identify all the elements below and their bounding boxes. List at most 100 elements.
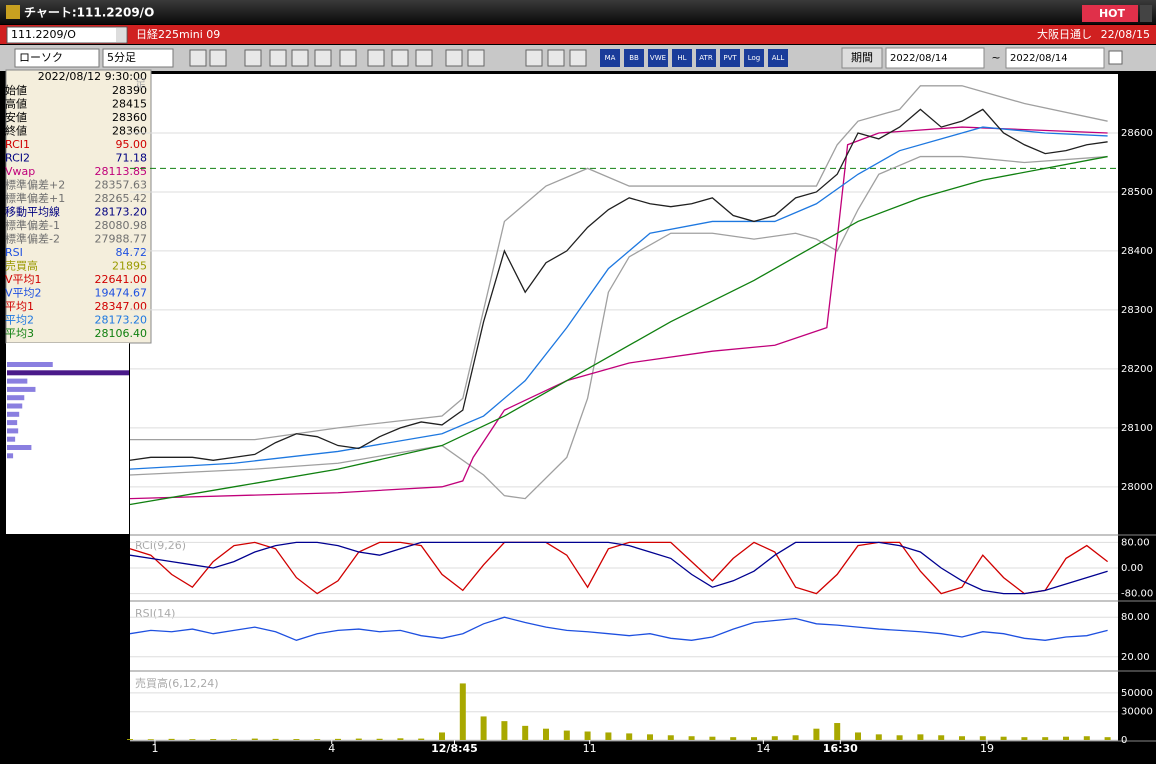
- series-line: [129, 616, 1108, 641]
- toolbar-icon[interactable]: [415, 49, 433, 67]
- instrument-name: 日経225mini 09: [136, 28, 220, 41]
- info-value: 71.18: [116, 152, 148, 165]
- toolbar-button[interactable]: [744, 49, 764, 67]
- toolbar-button-label[interactable]: Log: [748, 54, 761, 62]
- info-value: 28106.40: [95, 327, 148, 340]
- profile-bar: [7, 428, 19, 434]
- period-button[interactable]: [841, 47, 883, 69]
- profile-bar: [7, 362, 53, 367]
- toolbar-icon[interactable]: [209, 49, 227, 67]
- toolbar-icon[interactable]: [445, 49, 463, 67]
- toolbar-button-label[interactable]: HL: [677, 54, 686, 62]
- toolbar-button[interactable]: [600, 49, 620, 67]
- profile-bar: [7, 420, 18, 426]
- toolbar-icon[interactable]: [547, 49, 565, 67]
- from-input[interactable]: [885, 47, 985, 69]
- volume-bar: [418, 738, 425, 740]
- volume-bar: [210, 739, 217, 740]
- y-tick-label: 28300: [1121, 305, 1153, 316]
- volume-bar: [231, 739, 237, 740]
- hot-button[interactable]: [1082, 5, 1138, 22]
- toolbar-button[interactable]: [768, 49, 788, 67]
- hot-label[interactable]: HOT: [1099, 7, 1126, 20]
- toolbar-button-label[interactable]: PVT: [723, 54, 737, 62]
- panel-label: 売買高(6,12,24): [135, 676, 219, 690]
- toolbar-icon[interactable]: [569, 49, 587, 67]
- chart-type[interactable]: ローソク: [19, 51, 63, 64]
- toolbar-button[interactable]: [624, 49, 644, 67]
- volume-bar: [1063, 736, 1069, 740]
- profile-bar: [7, 378, 28, 384]
- info-label: V平均1: [5, 273, 42, 286]
- y-tick-label: 28200: [1121, 364, 1153, 375]
- y-tick-label: 28600: [1121, 128, 1153, 139]
- toolbar-button[interactable]: [672, 49, 692, 67]
- volume-bar: [335, 738, 341, 740]
- interval[interactable]: 5分足: [107, 51, 136, 64]
- series-line: [129, 126, 1108, 470]
- toolbar-icon[interactable]: [291, 49, 309, 67]
- volume-bar: [584, 731, 591, 740]
- y-tick-label: 0.00: [1121, 563, 1143, 574]
- y-tick-label: 28500: [1121, 187, 1153, 198]
- toolbar-icon[interactable]: [314, 49, 332, 67]
- toolbar-button-label[interactable]: MA: [605, 54, 616, 62]
- volume-bar: [709, 736, 716, 740]
- info-value: 28173.20: [95, 206, 148, 219]
- info-value: 27988.77: [95, 233, 148, 246]
- scroll-btn[interactable]: [1140, 5, 1152, 22]
- info-label: 標準偏差+1: [5, 191, 65, 205]
- dropdown-btn[interactable]: [116, 28, 126, 42]
- from-date[interactable]: 2022/08/14: [890, 53, 948, 64]
- info-label: 標準偏差+2: [5, 178, 65, 192]
- volume-bar: [439, 732, 445, 740]
- toolbar-button[interactable]: [648, 49, 668, 67]
- info-value: 84.72: [116, 246, 148, 259]
- interval-select[interactable]: [102, 48, 174, 68]
- volume-bar: [189, 739, 196, 740]
- checkbox[interactable]: [1108, 50, 1123, 65]
- toolbar-button-label[interactable]: VWE: [650, 54, 666, 62]
- toolbar-icon[interactable]: [467, 49, 485, 67]
- toolbar-icon[interactable]: [269, 49, 287, 67]
- series-line: [129, 108, 1108, 461]
- toolbar-icon[interactable]: [391, 49, 409, 67]
- toolbar-button[interactable]: [720, 49, 740, 67]
- info-label: 終値: [5, 124, 27, 138]
- x-tick-label: 4: [328, 742, 335, 755]
- toolbar-icon[interactable]: [189, 49, 207, 67]
- toolbar-button-label[interactable]: ATR: [699, 54, 713, 62]
- volume-bar: [459, 683, 466, 740]
- toolbar-icon[interactable]: [525, 49, 543, 67]
- profile-bar: [7, 436, 16, 442]
- volume-bar: [1000, 736, 1007, 740]
- volume-bar: [959, 736, 965, 740]
- toolbar-icon[interactable]: [339, 49, 357, 67]
- to-input[interactable]: [1005, 47, 1105, 69]
- period[interactable]: 期間: [851, 51, 873, 64]
- toolbar-icon[interactable]: [367, 49, 385, 67]
- to-date[interactable]: 2022/08/14: [1010, 53, 1068, 64]
- header-bar: [0, 25, 1156, 44]
- volume-bar: [501, 721, 508, 740]
- toolbar-icon[interactable]: [244, 49, 262, 67]
- y-tick-label: 28400: [1121, 246, 1153, 257]
- profile-bar: [7, 453, 14, 459]
- profile-bar: [7, 386, 36, 392]
- info-label: V平均2: [5, 287, 42, 300]
- plot-area: [130, 74, 1118, 741]
- info-label: 高値: [5, 97, 27, 111]
- app-icon: [6, 5, 20, 19]
- header-date: 22/08/15: [1101, 28, 1150, 41]
- volume-bar: [855, 732, 861, 740]
- info-label: 平均3: [5, 327, 34, 340]
- info-value: 28360: [112, 125, 147, 138]
- chart-type-select[interactable]: [14, 48, 100, 68]
- symbol[interactable]: 111.2209/O: [11, 28, 76, 41]
- y-tick-label: 28000: [1121, 482, 1153, 493]
- toolbar-button[interactable]: [696, 49, 716, 67]
- toolbar-button-label[interactable]: ALL: [772, 54, 785, 62]
- toolbar-button-label[interactable]: BB: [629, 54, 639, 62]
- symbol-input[interactable]: [6, 26, 128, 44]
